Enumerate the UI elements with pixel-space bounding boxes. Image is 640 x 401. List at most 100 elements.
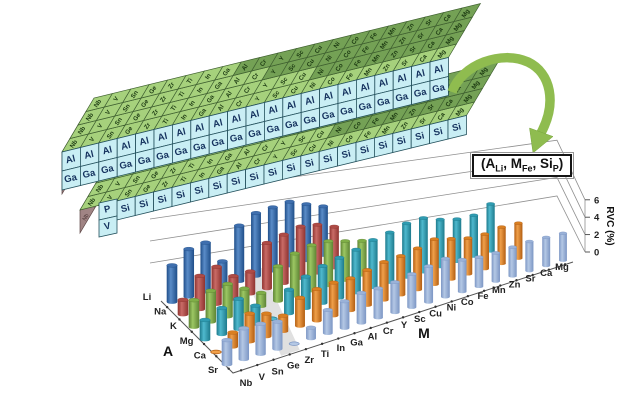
- slab-front-tile-label: Ga: [358, 100, 374, 114]
- slab-front-tile-label: Si: [285, 162, 296, 175]
- bar-Ca-In: [311, 287, 322, 323]
- slab-front-tile-label: Si: [267, 166, 278, 179]
- slab-front-tile-label: Si: [249, 171, 260, 184]
- slab-side-label: Nb: [82, 213, 91, 222]
- slab-top-tile-label: Zr: [159, 94, 169, 104]
- m-axis-tick: [434, 305, 437, 308]
- m-axis-tick: [450, 300, 453, 303]
- slab-top-tile-label: Sn: [124, 188, 134, 199]
- bar-Mg-Ti: [283, 287, 295, 316]
- slab-top-tile-label: Al: [243, 148, 252, 157]
- m-axis-title: M: [418, 325, 430, 341]
- bar-Sr-Ti: [305, 325, 317, 341]
- curved-arrow-icon: [447, 52, 555, 154]
- slab-top-tile-label: Nb: [77, 125, 88, 136]
- slab-front-tile-label: Si: [359, 144, 370, 157]
- slab-top-tile-label: Ti: [186, 77, 195, 86]
- slab-top-tile-label: Fe: [353, 58, 363, 68]
- slab-top-tile-label: Ni: [325, 54, 334, 63]
- slab-top-tile-label: Sn: [106, 130, 116, 141]
- slab-top-tile-label: Zn: [400, 120, 410, 130]
- slab-top-tile-label: Fe: [345, 71, 355, 81]
- slab-front-tile-label: Si: [138, 198, 149, 211]
- slab-top-tile-label: In: [188, 99, 197, 108]
- value-axis: 0 2 4 6 RVC (%): [585, 195, 615, 259]
- m-axis-label: Fe: [477, 291, 488, 302]
- m-axis-tick: [256, 363, 259, 367]
- m-axis-tick: [337, 337, 340, 340]
- bar-Sr-Ge: [272, 319, 283, 351]
- slab-front-tile-label: Al: [249, 108, 261, 121]
- slab-top-tile-label: Ti: [180, 175, 189, 184]
- slab-corner-tile-label: P: [103, 203, 112, 215]
- slab-top-tile-label: Y: [272, 153, 281, 161]
- value-axis-tick-label: 2: [594, 230, 599, 241]
- slab-front-tile-label: Si: [230, 175, 241, 188]
- slab-front-tile-label: Si: [341, 148, 352, 161]
- slab-top-tile-label: Ti: [188, 162, 197, 171]
- m-axis-tick: [320, 342, 324, 346]
- floor-highlight-band: [243, 267, 300, 356]
- slab-top-tile-label: Cu: [290, 85, 301, 96]
- slab-top-tile-label: Mg: [455, 106, 466, 118]
- m-axis-label: Mg: [555, 262, 569, 273]
- slab-front-tile-label: Al: [83, 149, 95, 162]
- slab-top-tile-label: Ni: [327, 139, 336, 148]
- bar-Sr-Nb: [221, 337, 233, 367]
- bar-Ca-Nb: [210, 349, 222, 355]
- slab-top-tile-label: Zn: [408, 107, 418, 117]
- slab-front-tile-label: Al: [433, 63, 445, 76]
- slab-top-tile-label: Al: [217, 103, 226, 112]
- slab-top-tile-label: Nb: [93, 98, 104, 109]
- bar-Sr-Cu: [423, 264, 434, 304]
- slab-top-tile-label: Cr: [243, 85, 253, 95]
- slab-front-tile-label: Ga: [284, 118, 300, 132]
- slab-front-tile-label: Al: [378, 77, 390, 90]
- slab-top-tile-label: Ga: [222, 66, 233, 77]
- slab-front-tile-label: Si: [433, 126, 444, 139]
- bar-Sr-In: [322, 308, 333, 336]
- slab-front-tile-label: Al: [175, 126, 187, 139]
- slab-front-tile-label: Ga: [229, 131, 245, 145]
- slab-top-tile-label: Zr: [167, 81, 177, 91]
- slab-top-tile-label: Sr: [400, 58, 410, 68]
- a-axis-tick: [215, 355, 218, 358]
- slab-top-tile-label: Sn: [114, 116, 124, 127]
- bar-Ca-Ti: [294, 295, 306, 328]
- m-axis-tick: [563, 263, 567, 266]
- slab-top-tile-label: Ge: [142, 183, 153, 194]
- bar-Sr-Sn: [255, 321, 266, 356]
- slab-top-tile-label: Cu: [298, 71, 309, 82]
- slab-front-tile-label: Al: [304, 95, 316, 108]
- slab-front-tile-label: Si: [175, 189, 186, 202]
- bar-Sr-Ca: [542, 235, 551, 268]
- m-axis-tick: [531, 273, 534, 277]
- slab-top-tile-label: Fe: [369, 31, 379, 41]
- bar-Sr-Mn: [491, 251, 501, 283]
- slab-front-tile-label: Al: [267, 104, 279, 117]
- slab-front-tile-label: Al: [120, 140, 132, 153]
- m-axis-label: Y: [401, 320, 408, 331]
- slab-top-tile-label: Cu: [314, 44, 325, 55]
- bar-Na-Ti: [261, 240, 273, 291]
- slab-top-tile-label: Ti: [170, 104, 179, 113]
- slab-top-tile-label: Ga: [206, 93, 217, 104]
- slab-top-tile-label: Y: [262, 81, 271, 89]
- slab-front-tile-label: Al: [322, 90, 334, 103]
- slab-top-tile-label: Cr: [253, 156, 263, 166]
- slab-front-tile-label: Ga: [339, 104, 355, 118]
- slab-top-tile-label: Ni: [333, 40, 342, 49]
- slab-top-tile-label: Ca: [436, 111, 447, 122]
- slab-top-tile-label: Sc: [289, 147, 299, 158]
- slab-top-tile-label: Ga: [216, 165, 227, 176]
- bar-Sr-Sc: [407, 272, 417, 309]
- slab-top-tile-label: Sc: [287, 62, 297, 73]
- slab-corner-tile-label: V: [103, 220, 112, 232]
- slab-top-tile-label: Sr: [418, 116, 428, 126]
- slab-front-tile-label: Al: [138, 135, 150, 148]
- slab-top-tile-label: Co: [350, 35, 361, 46]
- slab-top-tile-label: V: [106, 193, 115, 201]
- slab-front-tile-label: Al: [359, 81, 371, 94]
- slab-top-tile-label: Sc: [295, 49, 305, 60]
